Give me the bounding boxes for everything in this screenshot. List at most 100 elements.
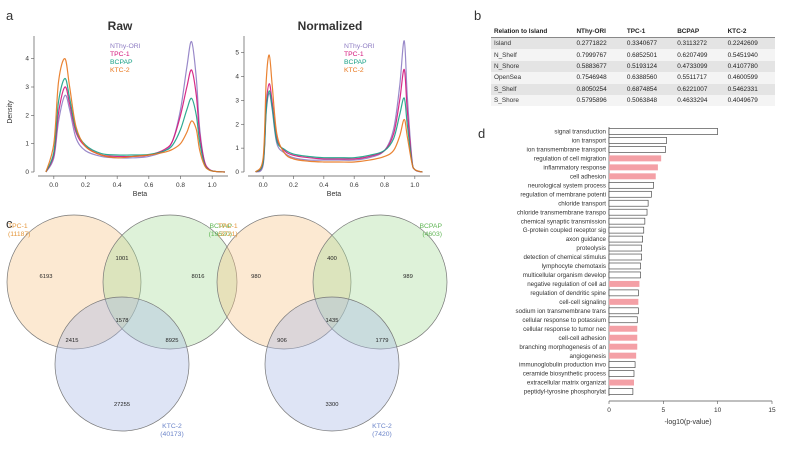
go-term-label: negative regulation of cell ad: [527, 281, 606, 288]
table-row: S_Shore 0.5795896 0.5063848 0.4633294 0.4049…: [491, 94, 775, 107]
table-cell: 0.6221007: [674, 83, 725, 95]
go-bar: [609, 352, 637, 359]
table-cell: 0.4600599: [724, 72, 775, 84]
x-tick-label: 0.8: [176, 182, 185, 189]
bar-x-tick-label: 10: [714, 407, 722, 414]
go-bar: [608, 262, 641, 270]
y-tick-label: 4: [235, 74, 239, 81]
venn-set-label-ktc2: KTC-2: [162, 423, 182, 430]
go-term-label: chloride transmembrane transpo: [517, 209, 607, 216]
go-bar: [608, 208, 648, 216]
venn-circle-tpc1: [6, 214, 142, 350]
go-bar: [608, 361, 636, 368]
y-axis-label-raw: Density: [7, 100, 14, 124]
table-cell: 0.3113272: [674, 37, 725, 50]
venn-set-count-bcpap: (4603): [422, 231, 442, 238]
density-chart-raw: Raw Beta Density 0.0 0.2 0.4 0.6 0.8 1.0 0 1 2 3 4…: [7, 19, 228, 198]
legend-entry-ktc-2: KTC-2: [110, 67, 130, 74]
go-bar: [609, 334, 638, 341]
table-cell: S_Shore: [491, 94, 574, 107]
x-tick-label: 0.2: [289, 182, 298, 189]
table-row: N_Shelf 0.7999767 0.6852501 0.6207499 0.5451…: [491, 49, 775, 61]
table-cell: 0.4049679: [724, 94, 775, 107]
density-chart-normalized: Normalized Beta 0.0 0.2 0.4 0.6 0.8 1.0 0 1 2 3 4 5…: [235, 19, 430, 198]
go-bar: [609, 343, 638, 350]
go-term-label: detection of chemical stimulus: [523, 254, 606, 261]
table-header-row: Relation to Island NThy-ORI TPC-1 BCPAP KTC-…: [491, 26, 775, 38]
go-term-label: sodium ion transmembrane trans: [516, 308, 606, 315]
x-tick-label: 0.8: [380, 182, 389, 189]
go-bar: [608, 289, 639, 297]
table-cell: N_Shelf: [491, 49, 574, 61]
x-axis-label-bar: -log10(p-value): [664, 419, 711, 426]
density-curve-ktc-2: [255, 54, 423, 173]
x-tick-label: 0.4: [113, 182, 122, 189]
table-cell: OpenSea: [491, 72, 574, 84]
x-axis-label-raw: Beta: [133, 191, 148, 198]
go-term-label: G-protein coupled receptor sig: [523, 227, 607, 234]
y-tick-label: 1: [235, 145, 239, 152]
table-cell: 0.6852501: [623, 49, 675, 61]
go-term-label: immunoglobulin production invo: [519, 362, 607, 369]
venn-count-tpc1-ktc2: 906: [277, 338, 287, 344]
panel-letter-a: a: [6, 8, 14, 23]
venn-set-label-ktc2: KTC-2: [372, 423, 392, 430]
venn-count-bcpap-only: 8016: [192, 274, 205, 280]
table-header-cell: KTC-2: [724, 26, 775, 38]
go-bar: [608, 388, 634, 395]
x-tick-label: 0.0: [49, 182, 58, 189]
go-term-label: chemical synaptic transmission: [521, 218, 607, 225]
go-bar: [608, 146, 666, 153]
x-axis-label-normalized: Beta: [327, 191, 342, 198]
venn-count-tpc1-ktc2: 2415: [66, 338, 79, 344]
go-bar: [609, 155, 662, 162]
venn-set-label-bcpap: BCPAP: [419, 223, 442, 230]
bar-x-tick-label: 15: [768, 407, 776, 414]
venn-count-bcpap-ktc2: 1779: [376, 338, 389, 344]
go-bar: [608, 137, 667, 144]
go-bar: [609, 325, 638, 332]
venn-count-tpc1-only: 6193: [40, 274, 53, 280]
venn-count-bcpap-ktc2: 8925: [166, 338, 179, 344]
venn-circle-bcpap: [312, 214, 448, 350]
go-term-label: inflammatory response: [543, 164, 606, 171]
density-curve-bcpap: [45, 77, 225, 173]
x-tick-label: 0.2: [81, 182, 90, 189]
venn-set-count-bcpap: (19520): [209, 231, 232, 238]
panel-letter-d: d: [478, 126, 485, 141]
x-tick-label: 0.4: [319, 182, 328, 189]
table-cell: 0.5462331: [724, 83, 775, 95]
table-cell: 0.8050254: [573, 83, 624, 95]
go-term-label: angiogenesis: [570, 353, 606, 360]
venn-circle-ktc2: [54, 296, 190, 432]
go-bar: [609, 298, 639, 305]
y-tick-label: 3: [235, 97, 239, 104]
table-cell: 0.7999767: [573, 49, 624, 61]
venn-count-all: 1435: [326, 318, 339, 324]
venn-count-tpc1-only: 980: [251, 274, 261, 280]
legend-entry-bcpap: BCPAP: [110, 59, 133, 66]
go-term-label: axon guidance: [566, 236, 607, 243]
table-cell: 0.5193124: [623, 60, 675, 73]
go-term-label: branching morphogenesis of an: [519, 344, 606, 351]
venn-count-tpc1-bcpap: 400: [327, 256, 337, 262]
go-bar: [608, 253, 642, 261]
table-cell: 0.6388560: [623, 72, 675, 84]
venn-circle-tpc1: [216, 214, 352, 350]
table-row: Island 0.2771822 0.3340677 0.3113272 0.22426…: [491, 37, 775, 50]
go-term-label: neurological system process: [528, 182, 606, 189]
go-term-label: lymphocyte chemotaxis: [542, 263, 606, 270]
legend-entry-ktc-2: KTC-2: [344, 67, 364, 74]
go-term-label: chloride transport: [558, 200, 606, 207]
venn-count-ktc2-only: 27255: [114, 402, 130, 408]
venn-count-tpc1-bcpap: 1001: [116, 256, 129, 262]
bar-x-tick-label: 0: [607, 407, 611, 414]
go-term-label: proteolysis: [576, 245, 606, 252]
table-cell: 0.2771822: [573, 37, 624, 50]
go-term-label: cell-cell adhesion: [559, 335, 607, 342]
go-enrichment-bar-chart: -log10(p-value) 0 5 10 15 signal transductio…: [516, 127, 776, 426]
go-bar: [608, 244, 642, 252]
y-tick-label: 2: [25, 112, 29, 119]
venn-circle-bcpap: [102, 214, 238, 350]
